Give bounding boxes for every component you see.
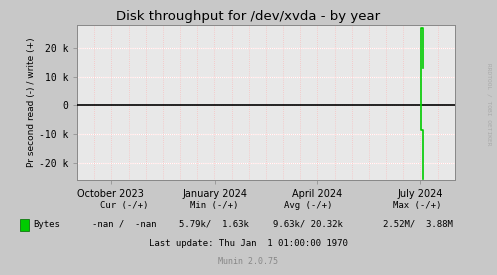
Text: Max (-/+): Max (-/+) — [393, 201, 442, 210]
Text: Munin 2.0.75: Munin 2.0.75 — [219, 257, 278, 266]
Text: Bytes: Bytes — [33, 220, 60, 229]
Text: 2.52M/  3.88M: 2.52M/ 3.88M — [383, 220, 452, 229]
Text: Min (-/+): Min (-/+) — [189, 201, 238, 210]
Text: Last update: Thu Jan  1 01:00:00 1970: Last update: Thu Jan 1 01:00:00 1970 — [149, 239, 348, 248]
Text: 5.79k/  1.63k: 5.79k/ 1.63k — [179, 220, 248, 229]
Text: Disk throughput for /dev/xvda - by year: Disk throughput for /dev/xvda - by year — [116, 10, 381, 23]
Text: -nan /  -nan: -nan / -nan — [92, 220, 157, 229]
Y-axis label: Pr second read (-) / write (+): Pr second read (-) / write (+) — [27, 38, 36, 167]
Text: 9.63k/ 20.32k: 9.63k/ 20.32k — [273, 220, 343, 229]
Text: Avg (-/+): Avg (-/+) — [284, 201, 332, 210]
Text: RRDTOOL / TOBI OETIKER: RRDTOOL / TOBI OETIKER — [486, 63, 491, 146]
Text: Cur (-/+): Cur (-/+) — [100, 201, 149, 210]
